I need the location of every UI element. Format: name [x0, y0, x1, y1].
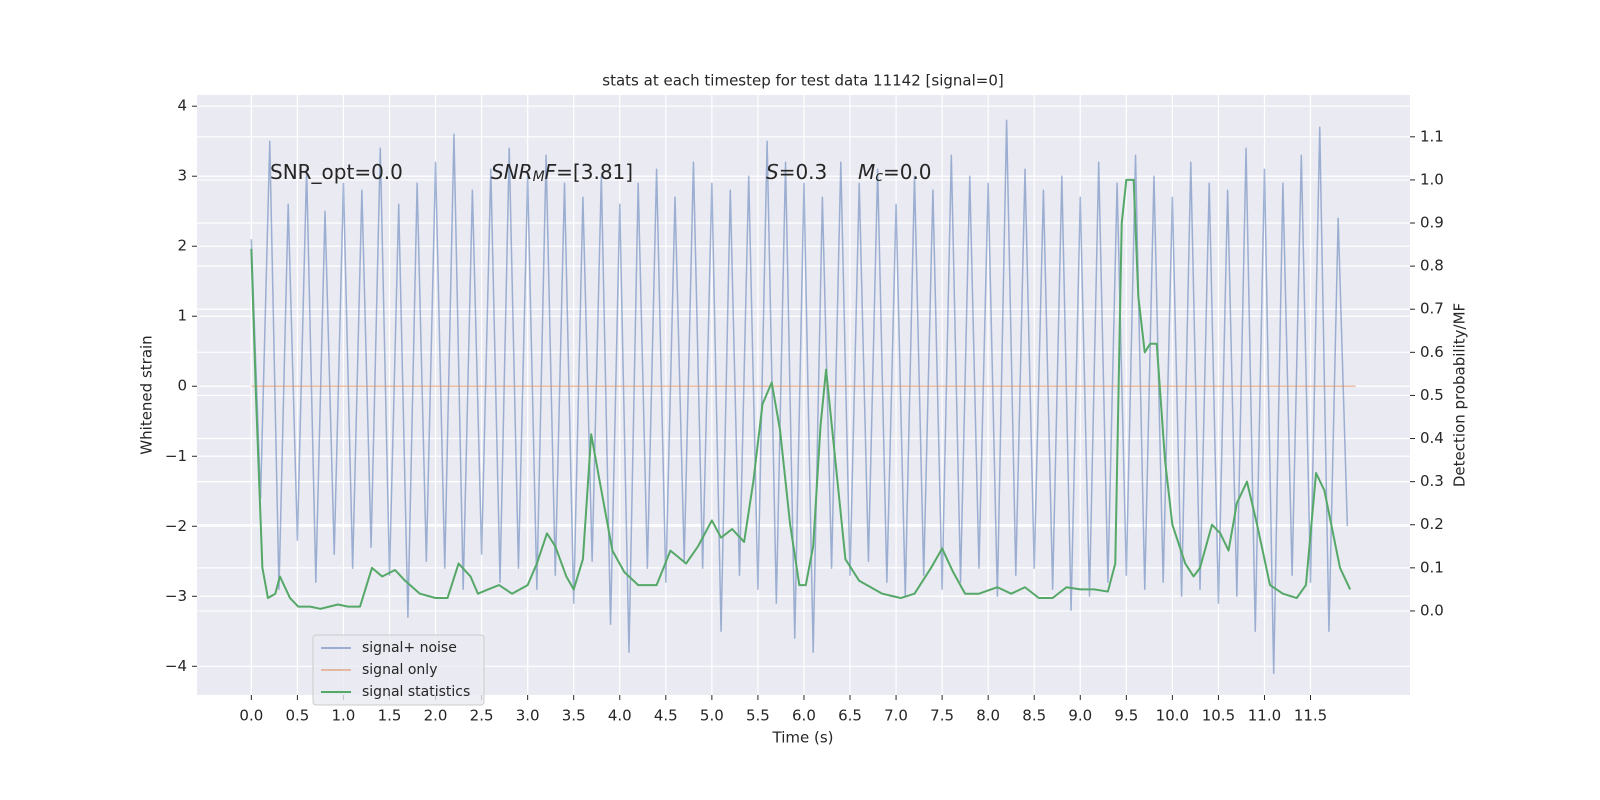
series-line	[250, 178, 1352, 610]
y2-tick-label: 0.1	[1420, 558, 1444, 576]
y2-tick-label: 0.5	[1420, 386, 1444, 404]
x-tick-label: 3.5	[562, 707, 586, 725]
y-tick-label: −4	[165, 657, 187, 675]
y2-axis-label: Detection probability/MF	[1451, 303, 1469, 487]
annotation: S=0.3	[766, 160, 827, 184]
y-tick-label: 4	[177, 97, 187, 115]
annotation-part: SNR	[491, 160, 533, 184]
x-tick-label: 0.0	[239, 707, 263, 725]
annotation-part: =0.0	[883, 160, 932, 184]
annotation: SNRMF=[3.81]	[491, 160, 633, 186]
y2-tick-label: 1.0	[1420, 170, 1444, 188]
y-tick-label: −1	[165, 447, 187, 465]
legend: signal+ noise signal only signal statistic…	[312, 634, 485, 706]
y2-tick-label: 0.2	[1420, 515, 1444, 533]
annotation-part: c	[875, 169, 883, 185]
y-tick-label: 0	[177, 377, 187, 395]
y2-tick-label: 0.9	[1420, 214, 1444, 232]
annotation-part: F	[545, 160, 557, 184]
x-tick-label: 4.5	[654, 707, 678, 725]
annotation: Mc=0.0	[858, 160, 932, 186]
y-tick-label: 3	[177, 167, 187, 185]
annotation-part: M	[858, 160, 875, 184]
x-tick-label: 10.5	[1202, 707, 1235, 725]
x-tick-label: 4.0	[608, 707, 632, 725]
annotation-part: =0.3	[779, 160, 828, 184]
annotation-part: S	[766, 160, 779, 184]
series-line	[250, 119, 1349, 675]
x-tick-label: 7.0	[884, 707, 908, 725]
x-tick-label: 9.5	[1114, 707, 1138, 725]
legend-label: signal+ noise	[362, 640, 457, 656]
x-tick-label: 8.0	[976, 707, 1000, 725]
x-tick-label: 11.5	[1294, 707, 1327, 725]
x-tick-label: 5.5	[746, 707, 770, 725]
x-tick-label: 3.0	[516, 707, 540, 725]
x-tick-label: 10.0	[1156, 707, 1189, 725]
legend-box	[312, 634, 485, 706]
annotation-part: =[3.81]	[556, 160, 633, 184]
annotation: SNR_opt=0.0	[270, 160, 403, 184]
x-tick-label: 6.5	[838, 707, 862, 725]
x-axis-label: Time (s)	[772, 729, 834, 747]
x-tick-label: 1.5	[378, 707, 402, 725]
annotation-part: M	[533, 169, 545, 185]
y2-tick-label: 0.4	[1420, 429, 1444, 447]
y2-tick-label: 0.8	[1420, 257, 1444, 275]
x-tick-label: 11.0	[1248, 707, 1281, 725]
chart-title: stats at each timestep for test data 111…	[602, 72, 1003, 90]
legend-label: signal statistics	[362, 684, 470, 700]
x-tick-label: 2.0	[424, 707, 448, 725]
y-tick-label: −3	[165, 587, 187, 605]
annotation-part: SNR_opt=0.0	[270, 160, 403, 184]
x-tick-label: 5.0	[700, 707, 724, 725]
y-tick-label: 2	[177, 237, 187, 255]
x-tick-label: 7.5	[930, 707, 954, 725]
x-tick-label: 9.0	[1068, 707, 1092, 725]
x-tick-label: 6.0	[792, 707, 816, 725]
y2-tick-label: 0.3	[1420, 472, 1444, 490]
x-tick-label: 8.5	[1022, 707, 1046, 725]
y2-tick-label: 0.0	[1420, 601, 1444, 619]
y2-tick-label: 0.6	[1420, 343, 1444, 361]
x-tick-label: 2.5	[470, 707, 494, 725]
x-tick-label: 0.5	[285, 707, 309, 725]
y-tick-label: −2	[165, 517, 187, 535]
y-axis-label: Whitened strain	[138, 335, 156, 454]
legend-label: signal only	[362, 662, 437, 678]
y-tick-label: 1	[177, 307, 187, 325]
y2-tick-label: 1.1	[1420, 127, 1444, 145]
y2-tick-label: 0.7	[1420, 300, 1444, 318]
x-tick-label: 1.0	[332, 707, 356, 725]
